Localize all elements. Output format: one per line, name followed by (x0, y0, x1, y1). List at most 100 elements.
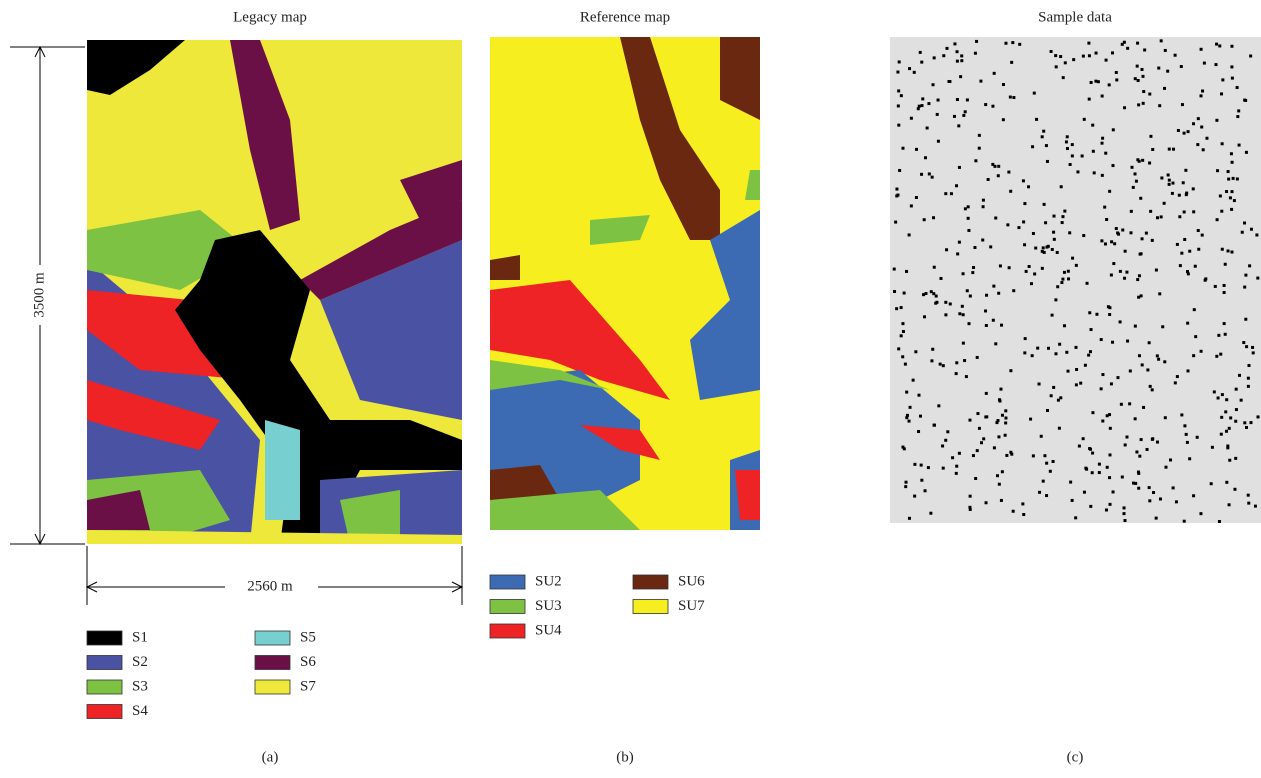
sample-point (1168, 179, 1171, 182)
sample-point (1197, 248, 1200, 251)
sample-point (923, 218, 926, 221)
sample-point (1115, 78, 1118, 81)
sample-point (1174, 54, 1177, 57)
sample-point (1178, 194, 1181, 197)
sample-point (935, 295, 938, 298)
sample-point (960, 54, 963, 57)
sample-point (959, 75, 962, 78)
sample-point (976, 449, 979, 452)
sample-point (1247, 377, 1250, 380)
sample-point (989, 245, 992, 248)
sample-point (908, 517, 911, 520)
sample-point (1216, 169, 1219, 172)
sample-point (1143, 48, 1146, 51)
sample-point (999, 388, 1002, 391)
sample-point (1201, 90, 1204, 93)
sample-point (1022, 179, 1025, 182)
sample-point (1022, 220, 1025, 223)
sample-point (1225, 190, 1228, 193)
sample-point (953, 115, 956, 118)
sample-point (1088, 54, 1091, 57)
sample-point (1229, 416, 1232, 419)
sample-point (1086, 282, 1089, 285)
sample-point (955, 472, 958, 475)
sample-point (1052, 386, 1055, 389)
sample-point (951, 456, 954, 459)
sample-point (1216, 218, 1219, 221)
sample-point (920, 173, 923, 176)
sample-point (1223, 322, 1226, 325)
sample-point (1091, 411, 1094, 414)
legend-label: SU3 (535, 598, 562, 614)
sample-point (1089, 505, 1092, 508)
sample-point (1131, 166, 1134, 169)
legend-swatch (87, 631, 122, 645)
sample-point (1137, 79, 1140, 82)
sample-point (1075, 264, 1078, 267)
sample-point (926, 126, 929, 129)
sample-point (1186, 322, 1189, 325)
sample-point (1214, 63, 1217, 66)
sample-point (1066, 135, 1069, 138)
sample-point (960, 59, 963, 62)
sample-point (1196, 143, 1199, 146)
sample-point (1031, 354, 1034, 357)
sample-point (1119, 270, 1122, 273)
sample-point (1109, 453, 1112, 456)
sample-point (1136, 42, 1139, 45)
sample-point (1156, 441, 1159, 444)
sample-point (1168, 148, 1171, 151)
sample-point (1142, 406, 1145, 409)
sample-point (950, 192, 953, 195)
sample-point (1137, 487, 1140, 490)
sample-point (1001, 470, 1004, 473)
sample-point (1163, 360, 1166, 363)
sample-point (924, 489, 927, 492)
sample-point (937, 140, 940, 143)
sample-point (923, 315, 926, 318)
sample-point (1203, 62, 1206, 65)
sample-point (1245, 426, 1248, 429)
sample-point (997, 435, 1000, 438)
sample-point (1223, 291, 1226, 294)
sample-point (1038, 383, 1041, 386)
sample-point (921, 97, 924, 100)
sample-point (972, 266, 975, 269)
sample-point (1235, 408, 1238, 411)
sample-point (1164, 49, 1167, 52)
sample-point (985, 294, 988, 297)
sample-point (1135, 450, 1138, 453)
sample-point (1220, 210, 1223, 213)
sample-point (944, 439, 947, 442)
sample-point (962, 342, 965, 345)
sample-point (1064, 61, 1067, 64)
sample-point (1251, 346, 1254, 349)
sample-point (1168, 183, 1171, 186)
sample-point (1188, 457, 1191, 460)
sample-point (1138, 455, 1141, 458)
sample-point (1041, 135, 1044, 138)
panel-caption: (a) (262, 749, 279, 765)
sample-point (1180, 413, 1183, 416)
sample-point (1065, 351, 1068, 354)
sample-point (996, 474, 999, 477)
sample-point (913, 71, 916, 74)
sample-point (981, 238, 984, 241)
sample-point (1245, 151, 1248, 154)
sample-point (1152, 491, 1155, 494)
sample-point (1164, 466, 1167, 469)
sample-point (1223, 284, 1226, 287)
sample-point (1061, 278, 1064, 281)
sample-point (1119, 320, 1122, 323)
sample-point (1247, 385, 1250, 388)
sample-point (1220, 92, 1223, 95)
legend-label: SU2 (535, 573, 562, 589)
sample-point (1050, 394, 1053, 397)
sample-point (1226, 446, 1229, 449)
legend-swatch (490, 575, 525, 589)
sample-point (994, 342, 997, 345)
sample-point (1012, 96, 1015, 99)
sample-point (1088, 98, 1091, 101)
sample-point (1217, 334, 1220, 337)
sample-point (1093, 171, 1096, 174)
